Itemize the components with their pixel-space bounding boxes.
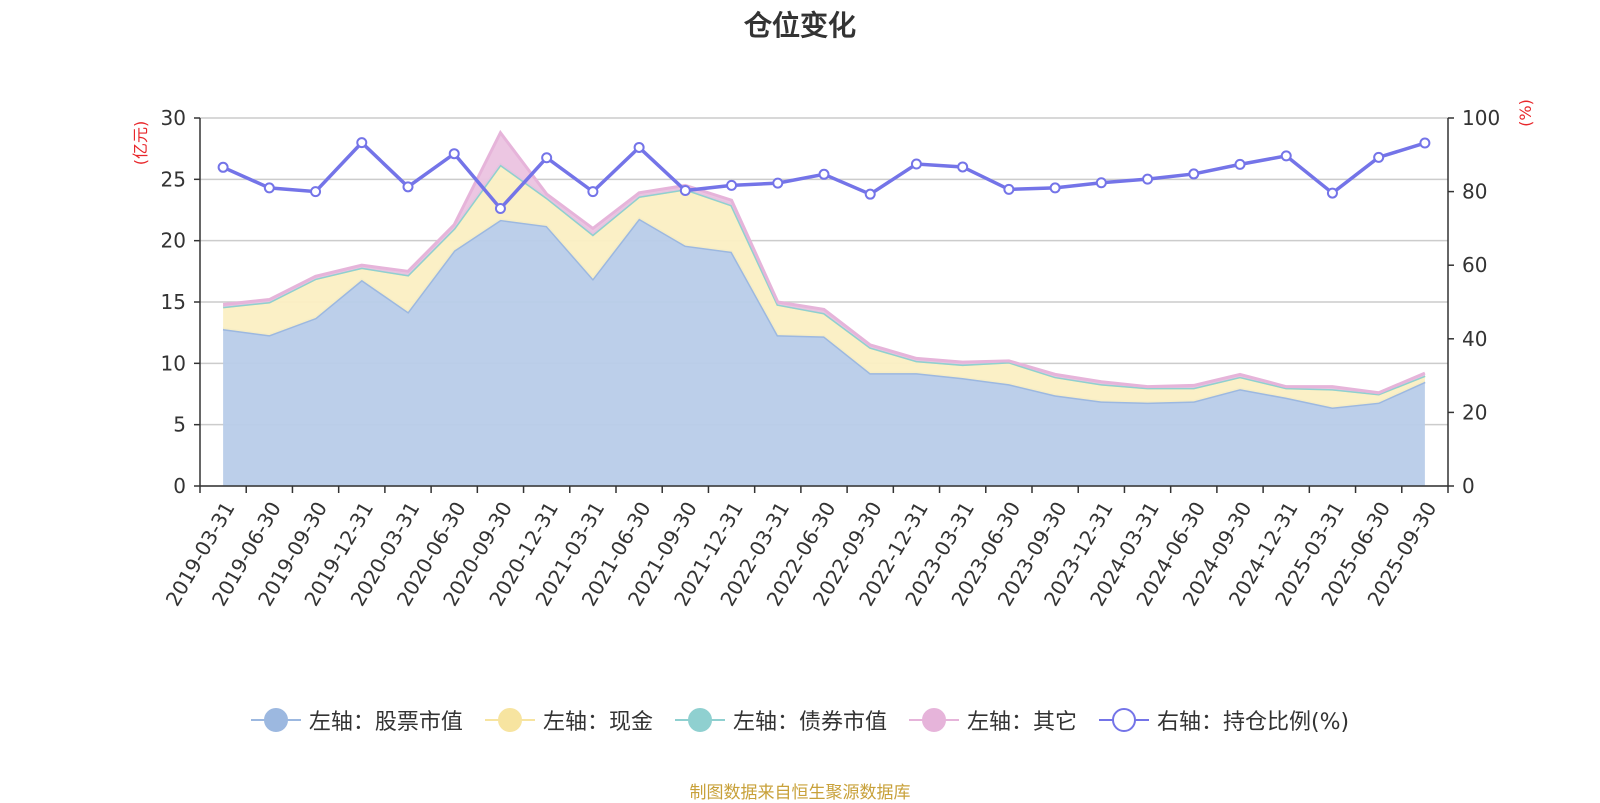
left-tick-label: 25 xyxy=(161,167,186,191)
ratio-point xyxy=(1003,183,1015,195)
legend-label-other: 左轴：其它 xyxy=(966,710,1077,735)
ratio-point xyxy=(1280,150,1292,162)
left-axis-unit: (亿元) xyxy=(131,121,150,166)
legend-marker-other-icon xyxy=(908,707,959,733)
ratio-point xyxy=(310,186,322,198)
legend-label-stock: 左轴：股票市值 xyxy=(308,710,463,735)
right-axis-unit: (%) xyxy=(1516,99,1535,127)
ratio-point xyxy=(1419,137,1431,149)
legend-label-bond: 左轴：债券市值 xyxy=(732,710,887,735)
legend: 左轴：股票市值 左轴：现金 左轴：债券市值 左轴：其它 右轴：持仓比例(%) xyxy=(0,704,1600,736)
ratio-point xyxy=(679,184,691,196)
ratio-point xyxy=(1326,187,1338,199)
legend-item-stock[interactable]: 左轴：股票市值 xyxy=(250,704,463,736)
left-tick-label: 15 xyxy=(161,290,186,314)
ratio-point xyxy=(818,168,830,180)
right-tick-label: 20 xyxy=(1462,400,1487,424)
ratio-point xyxy=(448,148,460,160)
ratio-point xyxy=(772,177,784,189)
legend-marker-ratio-icon xyxy=(1098,707,1149,733)
legend-label-cash: 左轴：现金 xyxy=(542,710,653,735)
ratio-point xyxy=(1188,168,1200,180)
ratio-point xyxy=(1373,151,1385,163)
ratio-point xyxy=(217,161,229,173)
ratio-point xyxy=(494,203,506,215)
right-tick-label: 100 xyxy=(1462,106,1500,130)
ratio-point xyxy=(864,188,876,200)
left-tick-label: 10 xyxy=(161,351,186,375)
left-tick-label: 20 xyxy=(161,229,186,253)
ratio-point xyxy=(1142,173,1154,185)
ratio-point xyxy=(356,137,368,149)
ratio-point xyxy=(263,182,275,194)
ratio-point xyxy=(1095,177,1107,189)
ratio-point xyxy=(402,181,414,193)
right-tick-label: 80 xyxy=(1462,180,1487,204)
legend-item-cash[interactable]: 左轴：现金 xyxy=(484,704,653,736)
left-tick-label: 30 xyxy=(161,106,186,130)
legend-marker-bond-icon xyxy=(674,707,725,733)
legend-item-other[interactable]: 左轴：其它 xyxy=(908,704,1077,736)
left-tick-label: 0 xyxy=(173,474,186,498)
legend-label-ratio: 右轴：持仓比例(%) xyxy=(1156,710,1350,735)
ratio-point xyxy=(1234,158,1246,170)
ratio-point xyxy=(587,186,599,198)
right-tick-label: 40 xyxy=(1462,327,1487,351)
legend-marker-cash-icon xyxy=(484,707,535,733)
area-line-左轴：其它 xyxy=(222,129,1426,395)
ratio-point xyxy=(541,152,553,164)
legend-marker-stock-icon xyxy=(250,707,301,733)
ratio-point xyxy=(726,179,738,191)
source-footer: 制图数据来自恒生聚源数据库 xyxy=(689,783,911,803)
legend-item-bond[interactable]: 左轴：债券市值 xyxy=(674,704,887,736)
ratio-point xyxy=(633,141,645,153)
left-tick-label: 5 xyxy=(173,413,186,437)
ratio-point xyxy=(910,158,922,170)
area-左轴：股票市值 xyxy=(223,218,1425,486)
chart-title: 仓位变化 xyxy=(743,9,856,42)
ratio-point xyxy=(957,161,969,173)
right-tick-label: 0 xyxy=(1462,474,1475,498)
legend-item-ratio[interactable]: 右轴：持仓比例(%) xyxy=(1098,704,1350,736)
ratio-point xyxy=(1049,182,1061,194)
right-tick-label: 60 xyxy=(1462,253,1487,277)
